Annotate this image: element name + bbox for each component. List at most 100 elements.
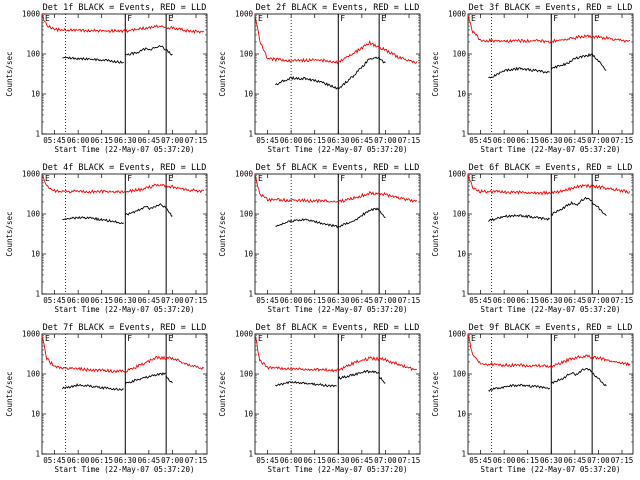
events-series-line [124,203,167,216]
panel-title: Det 2f BLACK = Events, RED = LLD [256,3,420,13]
y-tick-label: 10 [457,250,467,259]
y-tick-label: 1 [461,290,466,299]
y-tick-label: 1000 [448,10,467,19]
x-tick-label: 05:45 [256,136,279,145]
x-tick-label: 06:45 [138,296,161,305]
y-tick-label: 100 [26,370,40,379]
panel-title: Det 9f BLACK = Events, RED = LLD [469,323,633,333]
phase-marker-e: E [258,334,263,343]
plot-frame [41,333,208,455]
phase-marker-e: E [381,14,386,23]
events-series-line [337,369,380,380]
x-tick-label: 05:45 [469,136,492,145]
events-series-line [166,208,173,217]
x-tick-label: 06:00 [280,456,303,465]
phase-marker-e: E [258,174,263,183]
events-series-line [275,56,380,90]
y-tick-label: 100 [239,50,253,59]
lld-series-line [254,13,418,65]
phase-marker-e: E [471,334,476,343]
y-tick-label: 10 [244,410,254,419]
y-tick-label: 100 [452,370,466,379]
y-axis-label: Counts/sec [431,211,440,256]
x-tick-label: 06:45 [351,456,374,465]
x-tick-label: 07:15 [185,456,208,465]
detector-panel-9: Det 9f BLACK = Events, RED = LLD 1 10 100 10… [431,323,634,474]
x-tick-label: 06:15 [90,296,113,305]
plot-frame [467,333,634,455]
detector-panel-6: Det 6f BLACK = Events, RED = LLD 1 10 100 10… [431,163,634,314]
x-tick-label: 06:15 [303,296,326,305]
events-series-line [275,207,380,229]
plot-frame [254,173,421,295]
x-tick-label: 07:00 [587,456,610,465]
y-tick-label: 1000 [22,10,41,19]
y-tick-label: 1000 [235,10,254,19]
events-series-line [165,48,173,56]
y-axis-label: Counts/sec [431,51,440,96]
x-tick-label: 07:15 [185,296,208,305]
x-tick-label: 06:30 [327,456,350,465]
x-tick-label: 06:45 [138,456,161,465]
x-tick-label: 07:00 [587,136,610,145]
x-tick-label: 06:45 [564,296,587,305]
y-tick-label: 10 [31,90,41,99]
phase-marker-f: F [127,174,132,183]
phase-marker-e: E [168,14,173,23]
phase-marker-e: E [168,334,173,343]
y-tick-label: 10 [244,250,254,259]
y-tick-label: 10 [457,90,467,99]
x-tick-label: 06:00 [67,136,90,145]
y-axis-label: Counts/sec [5,51,14,96]
x-tick-label: 06:30 [540,296,563,305]
events-series-line [378,376,386,384]
y-tick-label: 1 [248,450,253,459]
phase-marker-f: F [553,334,558,343]
y-axis-label: Counts/sec [218,211,227,256]
y-tick-label: 1 [461,130,466,139]
detector-panel-8: Det 8f BLACK = Events, RED = LLD 1 10 100 10… [218,323,421,474]
lld-series-line [41,174,205,195]
y-tick-label: 1000 [22,330,41,339]
x-tick-label: 05:45 [43,136,66,145]
x-axis-label: Start Time (22-May-07 05:37:20) [481,305,621,314]
events-series-line [551,367,593,385]
plot-frame [254,333,421,455]
x-tick-label: 06:30 [114,296,137,305]
lld-series-line [254,334,417,373]
x-tick-label: 07:15 [185,136,208,145]
phase-marker-e: E [258,14,263,23]
x-tick-label: 07:15 [611,136,634,145]
phase-marker-e: E [471,174,476,183]
plot-frame [467,173,634,295]
x-tick-label: 05:45 [469,296,492,305]
y-tick-label: 100 [26,210,40,219]
y-axis-label: Counts/sec [218,51,227,96]
x-tick-label: 06:30 [114,136,137,145]
x-tick-label: 06:00 [67,296,90,305]
y-tick-label: 1000 [448,330,467,339]
lld-series-line [467,14,631,44]
x-tick-label: 07:15 [611,456,634,465]
x-tick-label: 05:45 [469,456,492,465]
x-axis-label: Start Time (22-May-07 05:37:20) [55,465,195,474]
y-tick-label: 1 [35,130,40,139]
x-axis-label: Start Time (22-May-07 05:37:20) [481,465,621,474]
phase-marker-e: E [594,174,599,183]
x-tick-label: 06:30 [540,456,563,465]
x-tick-label: 06:00 [493,456,516,465]
x-tick-label: 06:00 [280,296,303,305]
x-tick-label: 06:45 [351,296,374,305]
detector-panel-2: Det 2f BLACK = Events, RED = LLD 1 10 100 10… [218,3,421,154]
panel-title: Det 5f BLACK = Events, RED = LLD [256,163,420,173]
panel-title: Det 1f BLACK = Events, RED = LLD [43,3,207,13]
plot-frame [467,13,634,135]
y-tick-label: 10 [244,90,254,99]
y-tick-label: 10 [457,410,467,419]
events-series-line [550,52,593,70]
plot-frame [41,13,208,135]
x-tick-label: 07:00 [161,456,184,465]
x-tick-label: 06:00 [493,296,516,305]
events-series-line [62,56,124,64]
x-tick-label: 07:00 [374,456,397,465]
